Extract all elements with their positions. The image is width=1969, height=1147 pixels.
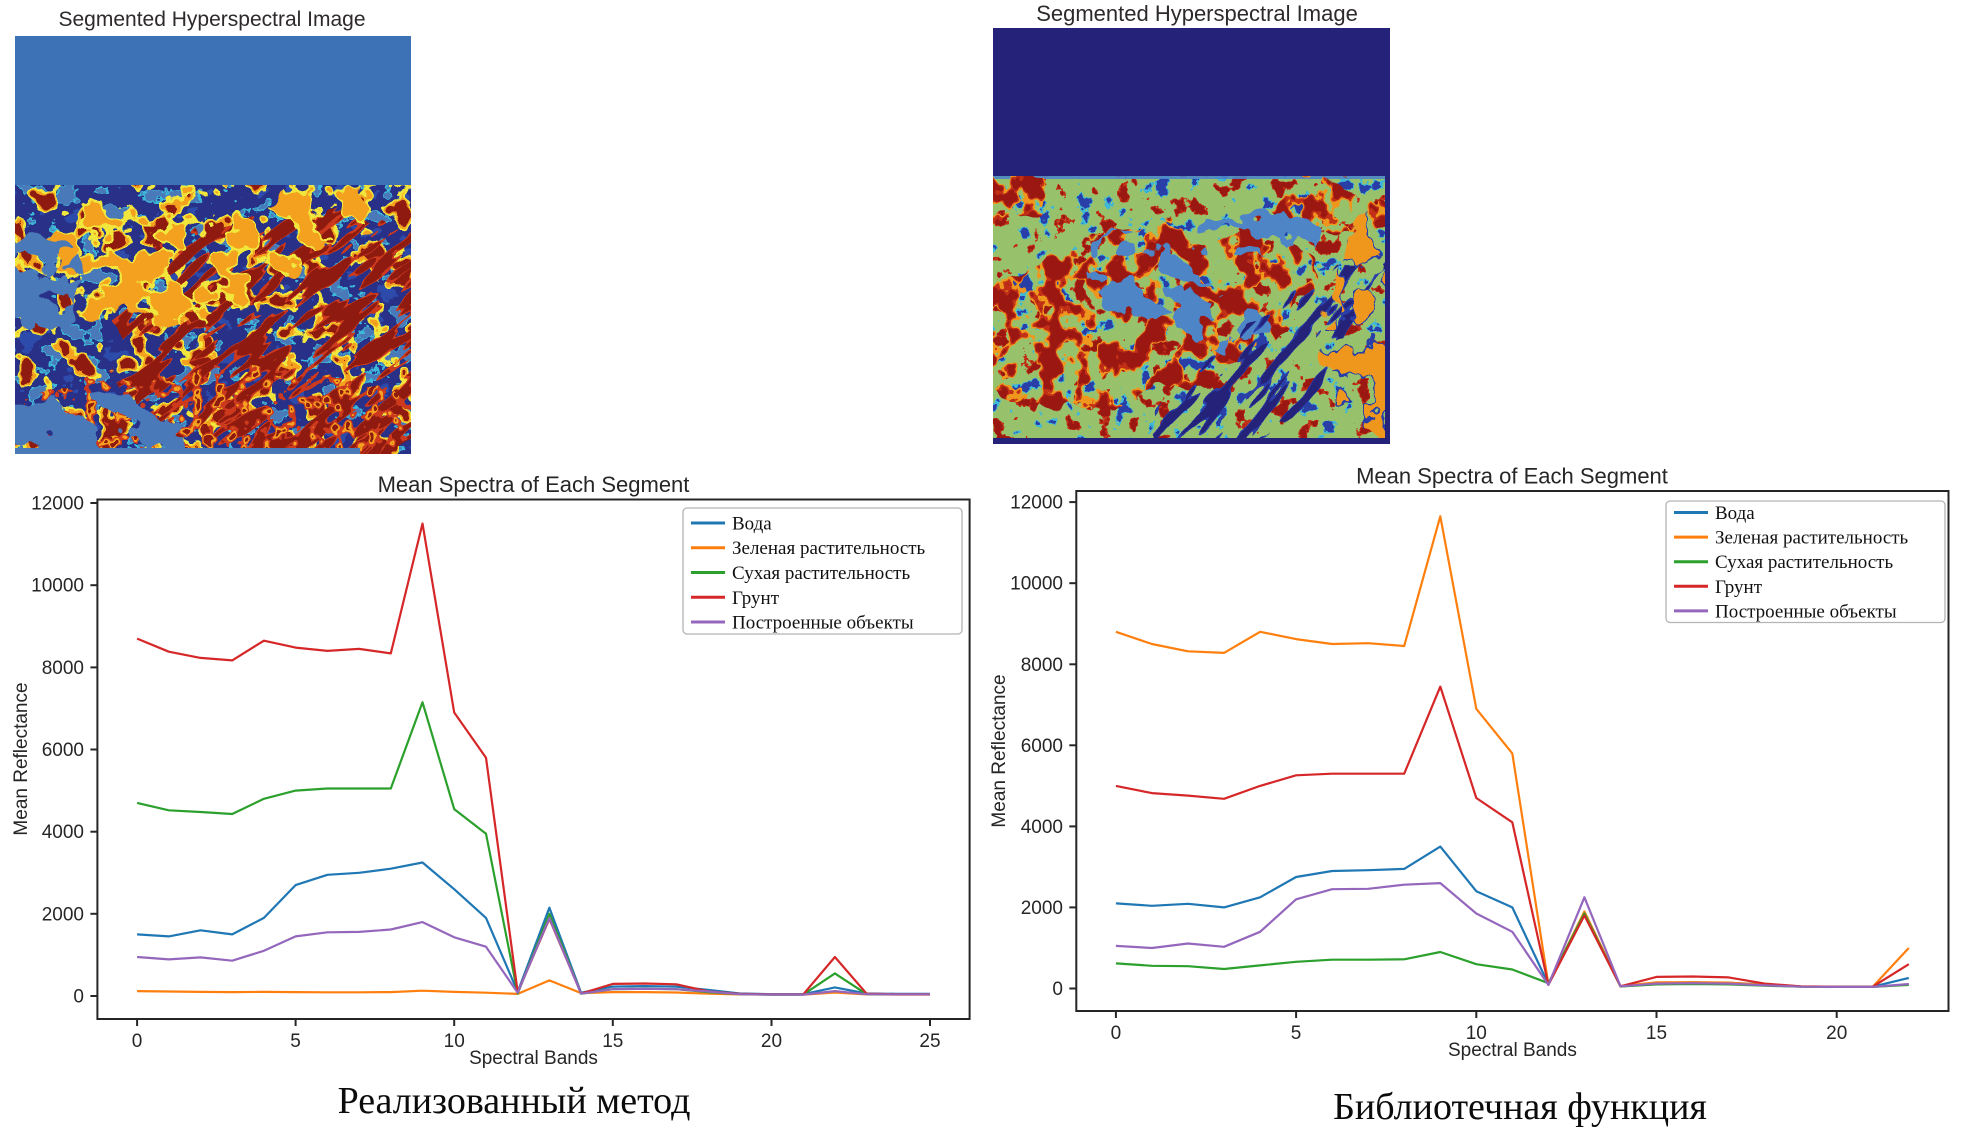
svg-text:4000: 4000 (42, 822, 84, 843)
svg-text:Mean Spectra of Each Segment: Mean Spectra of Each Segment (1356, 464, 1668, 489)
svg-text:Построенные объекты: Построенные объекты (732, 613, 914, 634)
svg-text:Зеленая растительность: Зеленая растительность (1715, 528, 1909, 549)
svg-text:Построенные объекты: Построенные объекты (1715, 601, 1897, 622)
svg-text:5: 5 (290, 1031, 301, 1052)
svg-text:Зеленая растительность: Зеленая растительность (732, 538, 926, 559)
svg-text:Вода: Вода (1715, 503, 1755, 524)
svg-text:Грунт: Грунт (732, 588, 780, 609)
svg-text:0: 0 (73, 987, 84, 1008)
svg-text:Сухая растительность: Сухая растительность (1715, 552, 1893, 573)
svg-text:5: 5 (1291, 1023, 1302, 1044)
svg-text:20: 20 (761, 1031, 782, 1052)
svg-text:6000: 6000 (1021, 736, 1063, 757)
svg-text:2000: 2000 (1021, 898, 1063, 919)
svg-text:0: 0 (132, 1031, 143, 1052)
svg-text:10: 10 (1466, 1023, 1487, 1044)
svg-text:Spectral Bands: Spectral Bands (469, 1048, 598, 1069)
svg-text:Mean Reflectance: Mean Reflectance (11, 682, 32, 835)
svg-text:Вода: Вода (732, 514, 772, 535)
svg-text:0: 0 (1111, 1023, 1122, 1044)
svg-text:10000: 10000 (31, 576, 84, 597)
svg-text:Spectral Bands: Spectral Bands (1448, 1040, 1577, 1061)
svg-text:12000: 12000 (31, 494, 84, 515)
svg-text:12000: 12000 (1010, 493, 1063, 514)
svg-text:25: 25 (919, 1031, 940, 1052)
svg-text:2000: 2000 (42, 904, 84, 925)
svg-text:20: 20 (1826, 1023, 1847, 1044)
svg-text:Mean Reflectance: Mean Reflectance (989, 674, 1010, 827)
svg-text:6000: 6000 (42, 740, 84, 761)
svg-text:Грунт: Грунт (1715, 577, 1763, 598)
svg-text:15: 15 (602, 1031, 623, 1052)
svg-text:15: 15 (1646, 1023, 1667, 1044)
svg-text:Mean Spectra of Each Segment: Mean Spectra of Each Segment (378, 472, 690, 497)
svg-text:Сухая растительность: Сухая растительность (732, 563, 910, 584)
svg-text:8000: 8000 (42, 658, 84, 679)
svg-text:4000: 4000 (1021, 817, 1063, 838)
svg-text:10000: 10000 (1010, 574, 1063, 595)
svg-text:8000: 8000 (1021, 655, 1063, 676)
svg-text:10: 10 (444, 1031, 465, 1052)
svg-text:0: 0 (1052, 979, 1063, 1000)
